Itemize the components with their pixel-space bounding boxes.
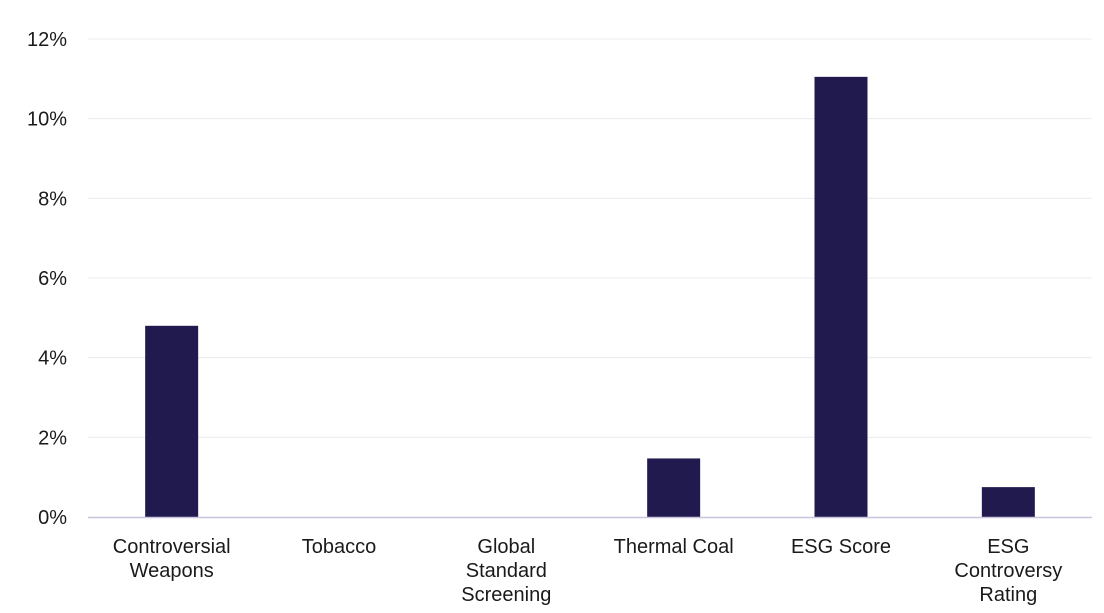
x-category-label-line: Global [477,536,535,558]
x-category-label-line: Weapons [130,560,214,582]
bar-thermal-coal [647,458,701,517]
gridlines [88,38,1092,438]
x-category-label-line: Screening [461,584,551,606]
bar-esg-score [814,76,868,517]
x-category-label-esg-score: ESG Score [791,536,891,558]
x-category-label-global-standard-screening: Global Standard Screening [461,536,551,606]
x-category-label-controversial-weapons: Controversial Weapons [113,536,231,582]
y-tick-label: 8% [38,188,67,210]
x-axis-category-labels: Controversial Weapons Tobacco Global Standar… [113,536,1062,606]
bar-controversial-weapons [145,325,199,517]
x-category-label-line: Rating [979,584,1037,606]
y-tick-label: 0% [38,507,67,529]
x-category-label-line: Tobacco [302,536,377,558]
y-tick-label: 6% [38,268,67,290]
y-tick-label: 10% [27,109,67,131]
y-tick-label: 2% [38,427,67,449]
bars [145,76,1035,517]
x-category-label-line: Controversial [113,536,231,558]
x-category-label-esg-controversy-rating: ESG Controversy Rating [954,536,1062,606]
x-category-label-line: Standard [466,560,547,582]
x-category-label-line: ESG [987,536,1029,558]
y-tick-label: 4% [38,348,67,370]
x-category-label-tobacco: Tobacco [302,536,377,558]
y-axis-tick-labels: 0% 2% 4% 6% 8% 10% 12% [27,29,67,529]
x-category-label-line: Controversy [954,560,1062,582]
x-category-label-line: Thermal Coal [614,536,734,558]
x-category-label-line: ESG Score [791,536,891,558]
bar-esg-controversy-rating [981,487,1035,517]
x-category-label-thermal-coal: Thermal Coal [614,536,734,558]
y-tick-label: 12% [27,29,67,51]
